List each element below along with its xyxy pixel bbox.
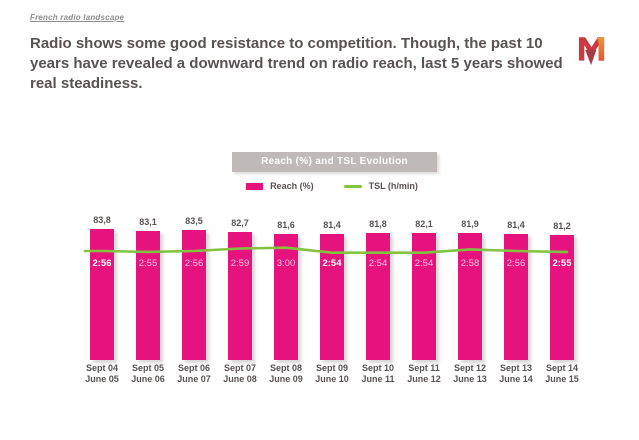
reach-bar [136,231,160,360]
slide-tagline: French radio landscape [30,13,125,22]
legend-reach-label: Reach (%) [270,181,314,191]
chart-column: 81,8 2:54 Sept 10 June 11 [355,210,401,390]
tsl-value-label: 2:56 [92,258,112,269]
chart-title: Reach (%) and TSL Evolution [232,152,437,172]
reach-value-label: 83,1 [139,217,157,227]
chart-column: 83,5 2:56 Sept 06 June 07 [171,210,217,390]
reach-bar [366,233,390,360]
slide-headline: Radio shows some good resistance to comp… [30,35,563,93]
chart-column: 82,1 2:54 Sept 11 June 12 [401,210,447,390]
tsl-value-label: 2:54 [322,258,342,269]
category-label: Sept 04 June 05 [85,363,119,384]
tsl-value-label: 2:55 [138,258,158,269]
category-label: Sept 14 June 15 [545,363,579,384]
reach-value-label: 81,2 [553,221,571,231]
reach-bar [228,232,252,360]
chart-column: 81,6 3:00 Sept 08 June 09 [263,210,309,390]
reach-swatch-icon [246,182,264,190]
chart-legend: Reach (%) TSL (h/min) [79,179,585,193]
reach-value-label: 82,1 [415,219,433,229]
tsl-value-label: 2:59 [230,258,250,269]
category-label: Sept 06 June 07 [177,363,211,384]
tsl-value-label: 3:00 [276,258,296,269]
tsl-value-label: 2:56 [506,258,526,269]
reach-bar [550,235,574,360]
reach-value-label: 82,7 [231,218,249,228]
tsl-value-label: 2:56 [184,258,204,269]
brand-logo-m-icon [578,37,605,66]
category-label: Sept 07 June 08 [223,363,257,384]
category-label: Sept 09 June 10 [315,363,349,384]
reach-value-label: 81,4 [507,220,525,230]
reach-bar [412,233,436,360]
legend-item-tsl: TSL (h/min) [343,181,418,191]
category-label: Sept 11 June 12 [407,363,441,384]
reach-bar [320,234,344,360]
chart-column: 81,2 2:55 Sept 14 June 15 [539,210,585,390]
reach-bar [90,229,114,360]
reach-value-label: 81,6 [277,220,295,230]
category-label: Sept 12 June 13 [453,363,487,384]
tsl-value-label: 2:54 [368,258,388,269]
reach-tsl-bar-chart: 83,8 2:56 Sept 04 June 05 83,1 2:55 Sept 05 Jun… [79,210,585,390]
category-label: Sept 05 June 06 [131,363,165,384]
reach-bar [458,233,482,360]
category-label: Sept 13 June 14 [499,363,533,384]
tsl-value-label: 2:54 [414,258,434,269]
reach-bar [182,230,206,360]
reach-bar [504,234,528,360]
tsl-value-label: 2:58 [460,258,480,269]
reach-value-label: 81,4 [323,220,341,230]
reach-value-label: 81,8 [369,219,387,229]
reach-value-label: 83,5 [185,216,203,226]
chart-column: 82,7 2:59 Sept 07 June 08 [217,210,263,390]
category-label: Sept 10 June 11 [361,363,395,384]
reach-bar [274,234,298,360]
legend-item-reach: Reach (%) [246,181,314,191]
reach-value-label: 81,9 [461,219,479,229]
chart-column: 81,4 2:54 Sept 09 June 10 [309,210,355,390]
chart-column: 83,1 2:55 Sept 05 June 06 [125,210,171,390]
legend-tsl-label: TSL (h/min) [368,181,418,191]
chart-column: 81,4 2:56 Sept 13 June 14 [493,210,539,390]
chart-column: 83,8 2:56 Sept 04 June 05 [79,210,125,390]
category-label: Sept 08 June 09 [269,363,303,384]
chart-column: 81,9 2:58 Sept 12 June 13 [447,210,493,390]
tsl-value-label: 2:55 [552,258,572,269]
tsl-line-swatch-icon [343,184,362,188]
reach-value-label: 83,8 [93,215,111,225]
